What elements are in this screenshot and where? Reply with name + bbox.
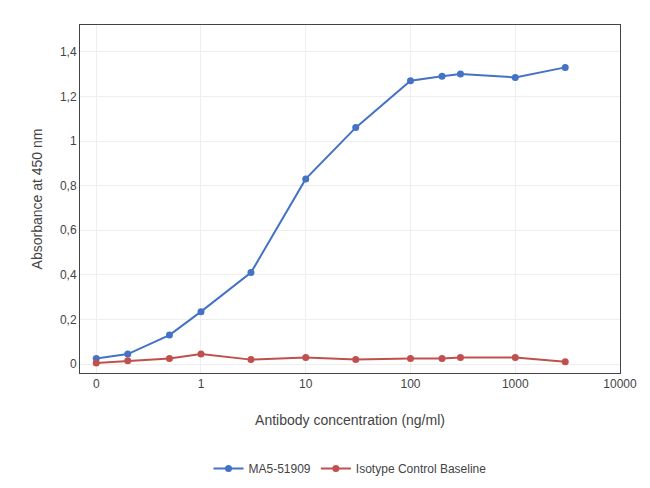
svg-text:0: 0 [70, 357, 77, 371]
svg-text:MA5-51909: MA5-51909 [249, 462, 311, 476]
svg-text:1000: 1000 [502, 377, 529, 391]
svg-text:Isotype Control Baseline: Isotype Control Baseline [356, 462, 486, 476]
svg-text:Antibody concentration (ng/ml): Antibody concentration (ng/ml) [255, 412, 445, 428]
svg-text:100: 100 [400, 377, 420, 391]
svg-text:10: 10 [299, 377, 313, 391]
svg-text:1,2: 1,2 [60, 90, 77, 104]
svg-text:1,4: 1,4 [60, 45, 77, 59]
svg-text:Absorbance at 450 nm: Absorbance at 450 nm [29, 129, 45, 270]
svg-text:0: 0 [93, 377, 100, 391]
svg-text:0,6: 0,6 [60, 223, 77, 237]
svg-text:1: 1 [70, 134, 77, 148]
svg-text:10000: 10000 [603, 377, 637, 391]
svg-text:1: 1 [198, 377, 205, 391]
svg-text:0,8: 0,8 [60, 179, 77, 193]
svg-text:0,2: 0,2 [60, 313, 77, 327]
svg-text:0,4: 0,4 [60, 268, 77, 282]
